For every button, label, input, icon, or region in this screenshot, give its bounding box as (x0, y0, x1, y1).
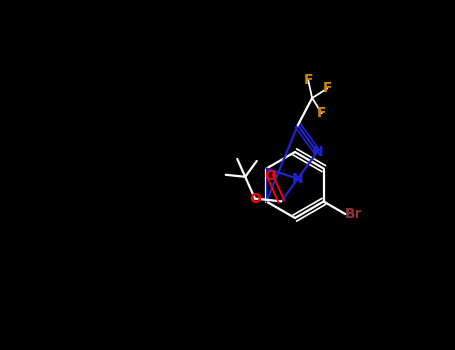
Text: N: N (311, 145, 323, 159)
Text: O: O (264, 169, 276, 183)
Text: F: F (317, 106, 327, 120)
Text: F: F (303, 74, 313, 88)
Text: O: O (249, 191, 261, 205)
Text: N: N (292, 172, 303, 186)
Text: F: F (323, 82, 332, 96)
Text: Br: Br (344, 207, 362, 221)
